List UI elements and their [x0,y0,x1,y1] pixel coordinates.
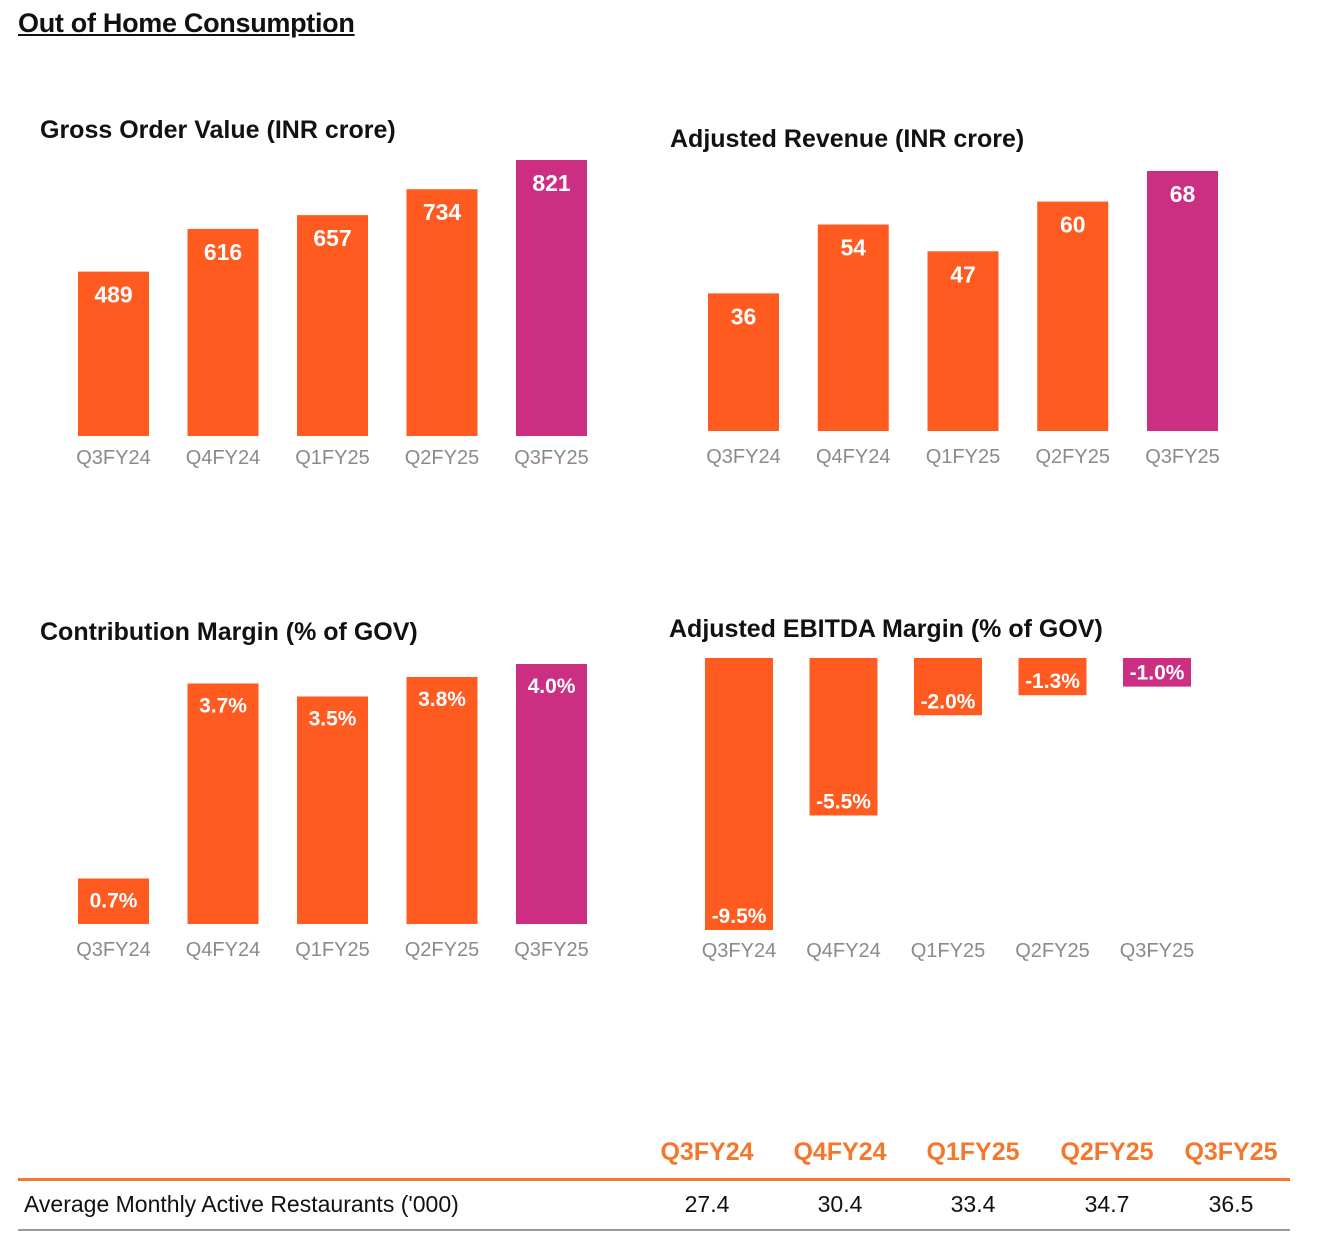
gov-data-label: 489 [94,282,132,308]
ebitda-margin-data-label: -1.0% [1130,662,1185,685]
table-cell: 30.4 [817,1191,863,1217]
contribution-margin-bar [297,696,368,924]
gov-bar [78,271,149,436]
revenue-bar [1037,201,1109,431]
table-cell: 27.4 [684,1191,730,1217]
contribution-margin-bar [187,683,259,924]
revenue-bar [1147,171,1218,431]
page-title: Out of Home Consumption [18,8,355,38]
gov-tick-label: Q3FY24 [76,447,150,469]
revenue-bar [708,293,779,431]
contribution-margin-bar [78,878,149,924]
revenue-tick-label: Q4FY24 [816,446,890,468]
ebitda-margin-bar [705,658,773,930]
gov-bar [187,228,259,436]
ebitda-margin-tick-label: Q4FY24 [806,940,880,962]
contribution-margin-data-label: 0.7% [90,890,138,913]
revenue-bar [817,224,889,431]
table-cell: 36.5 [1208,1191,1254,1217]
ebitda-margin-data-label: -9.5% [712,905,767,928]
ebitda-margin-chart-title: Adjusted EBITDA Margin (% of GOV) [669,615,1103,643]
metrics-table-header: Q3FY24 Q4FY24 Q1FY25 Q2FY25 Q3FY25 [18,1132,1290,1181]
gov-tick-label: Q3FY25 [514,447,588,469]
gov-data-label: 657 [313,225,351,251]
contribution-margin-bar [516,664,587,924]
ebitda-margin-bar [1123,658,1191,687]
revenue-tick-label: Q2FY25 [1036,446,1110,468]
gov-data-label: 734 [423,199,462,225]
ebitda-margin-tick-label: Q3FY24 [702,940,776,962]
column-header: Q2FY25 [1060,1138,1154,1166]
metrics-table: Q3FY24 Q4FY24 Q1FY25 Q2FY25 Q3FY25 Avera… [18,1132,1290,1231]
gov-tick-label: Q2FY25 [405,447,479,469]
contribution-margin-tick-label: Q2FY25 [405,939,479,961]
contribution-margin-data-label: 3.7% [199,695,247,718]
ebitda-margin-bar [809,658,878,816]
contribution-margin-data-label: 3.8% [418,688,466,711]
revenue-tick-label: Q3FY25 [1145,446,1219,468]
revenue-bar [927,251,999,431]
column-header: Q1FY25 [926,1138,1020,1166]
column-header: Q3FY24 [660,1138,754,1166]
ebitda-margin-tick-label: Q1FY25 [911,940,985,962]
ebitda-margin-tick-label: Q3FY25 [1120,940,1194,962]
contribution-margin-tick-label: Q3FY25 [514,939,588,961]
ebitda-margin-data-label: -2.0% [921,690,976,713]
table-cell: 34.7 [1084,1191,1130,1217]
contribution-margin-tick-label: Q4FY24 [186,939,260,961]
revenue-tick-label: Q3FY24 [706,446,780,468]
revenue-data-label: 47 [950,261,976,287]
revenue-data-label: 60 [1060,212,1086,238]
gov-tick-label: Q4FY24 [186,447,260,469]
revenue-tick-label: Q1FY25 [926,446,1000,468]
column-header: Q4FY24 [793,1138,887,1166]
column-header: Q3FY25 [1184,1138,1278,1166]
ebitda-margin-data-label: -5.5% [816,790,871,813]
contribution-margin-tick-label: Q1FY25 [295,939,369,961]
contribution-margin-tick-label: Q3FY24 [76,939,150,961]
contribution-margin-data-label: 4.0% [528,675,576,698]
gov-data-label: 821 [532,170,571,196]
ebitda-margin-bar [1018,658,1087,696]
gov-tick-label: Q1FY25 [295,447,369,469]
contribution-margin-chart-title: Contribution Margin (% of GOV) [40,618,418,646]
ebitda-margin-data-label: -1.3% [1025,670,1080,693]
revenue-data-label: 68 [1170,181,1196,207]
table-cell: 33.4 [950,1191,996,1217]
revenue-chart-title: Adjusted Revenue (INR crore) [670,125,1025,153]
revenue-data-label: 54 [840,235,866,261]
revenue-data-label: 36 [731,303,757,329]
contribution-margin-data-label: 3.5% [309,708,357,731]
gov-chart-title: Gross Order Value (INR crore) [40,116,396,144]
ebitda-margin-tick-label: Q2FY25 [1015,940,1089,962]
contribution-margin-bar [406,677,478,924]
gov-bar [297,215,368,436]
ebitda-margin-bar [914,658,982,716]
table-row: Average Monthly Active Restaurants ('000… [18,1181,1290,1231]
row-label: Average Monthly Active Restaurants ('000… [24,1191,459,1217]
gov-bar [406,189,478,436]
gov-bar [516,160,587,436]
gov-data-label: 616 [204,239,242,265]
